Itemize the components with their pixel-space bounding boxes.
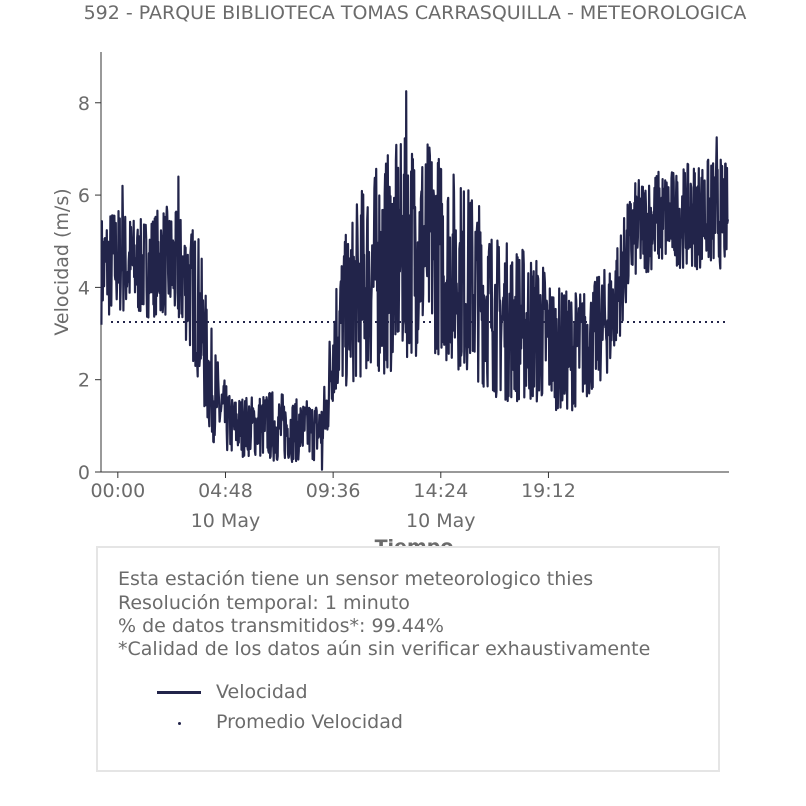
info-line-resolution: Resolución temporal: 1 minuto [118,592,410,614]
chart-series [100,90,729,471]
info-line-quality-note: *Calidad de los datos aún sin verificar … [118,638,651,660]
y-tick-label: 0 [78,462,90,484]
chart-ticks: 0 2 4 6 8 00:00 04:48 10 May 09:36 14:24 10 May 19:… [78,93,576,532]
y-tick-label: 4 [78,277,90,299]
legend-solid-line-icon [157,691,201,694]
x-tick-label: 19:12 [521,480,576,502]
x-tick-label: 04:48 [198,480,253,502]
legend-dot-icon [178,722,181,725]
info-line-sensor: Esta estación tiene un sensor meteorolog… [118,568,594,590]
legend-label-velocidad: Velocidad [216,681,308,703]
x-tick-label: 14:24 [413,480,468,502]
x-tick-label: 00:00 [90,480,145,502]
x-tick-date-label: 10 May [191,510,261,532]
y-tick-label: 8 [78,93,90,115]
legend-label-promedio: Promedio Velocidad [216,711,403,733]
y-tick-label: 6 [78,185,90,207]
station-info-box: Esta estación tiene un sensor meteorolog… [96,546,720,772]
y-axis-label: Velocidad (m/s) [51,188,73,335]
chart-title: 592 - PARQUE BIBLIOTECA TOMAS CARRASQUIL… [83,2,747,24]
speed-series-line [100,90,729,471]
y-tick-label: 2 [78,370,90,392]
x-tick-label: 09:36 [306,480,361,502]
speed-chart: 0 2 4 6 8 00:00 04:48 10 May 09:36 14:24 10 May 19:… [51,52,729,558]
info-line-transmitted: % de datos transmitidos*: 99.44% [118,615,444,637]
x-tick-date-label: 10 May [406,510,476,532]
